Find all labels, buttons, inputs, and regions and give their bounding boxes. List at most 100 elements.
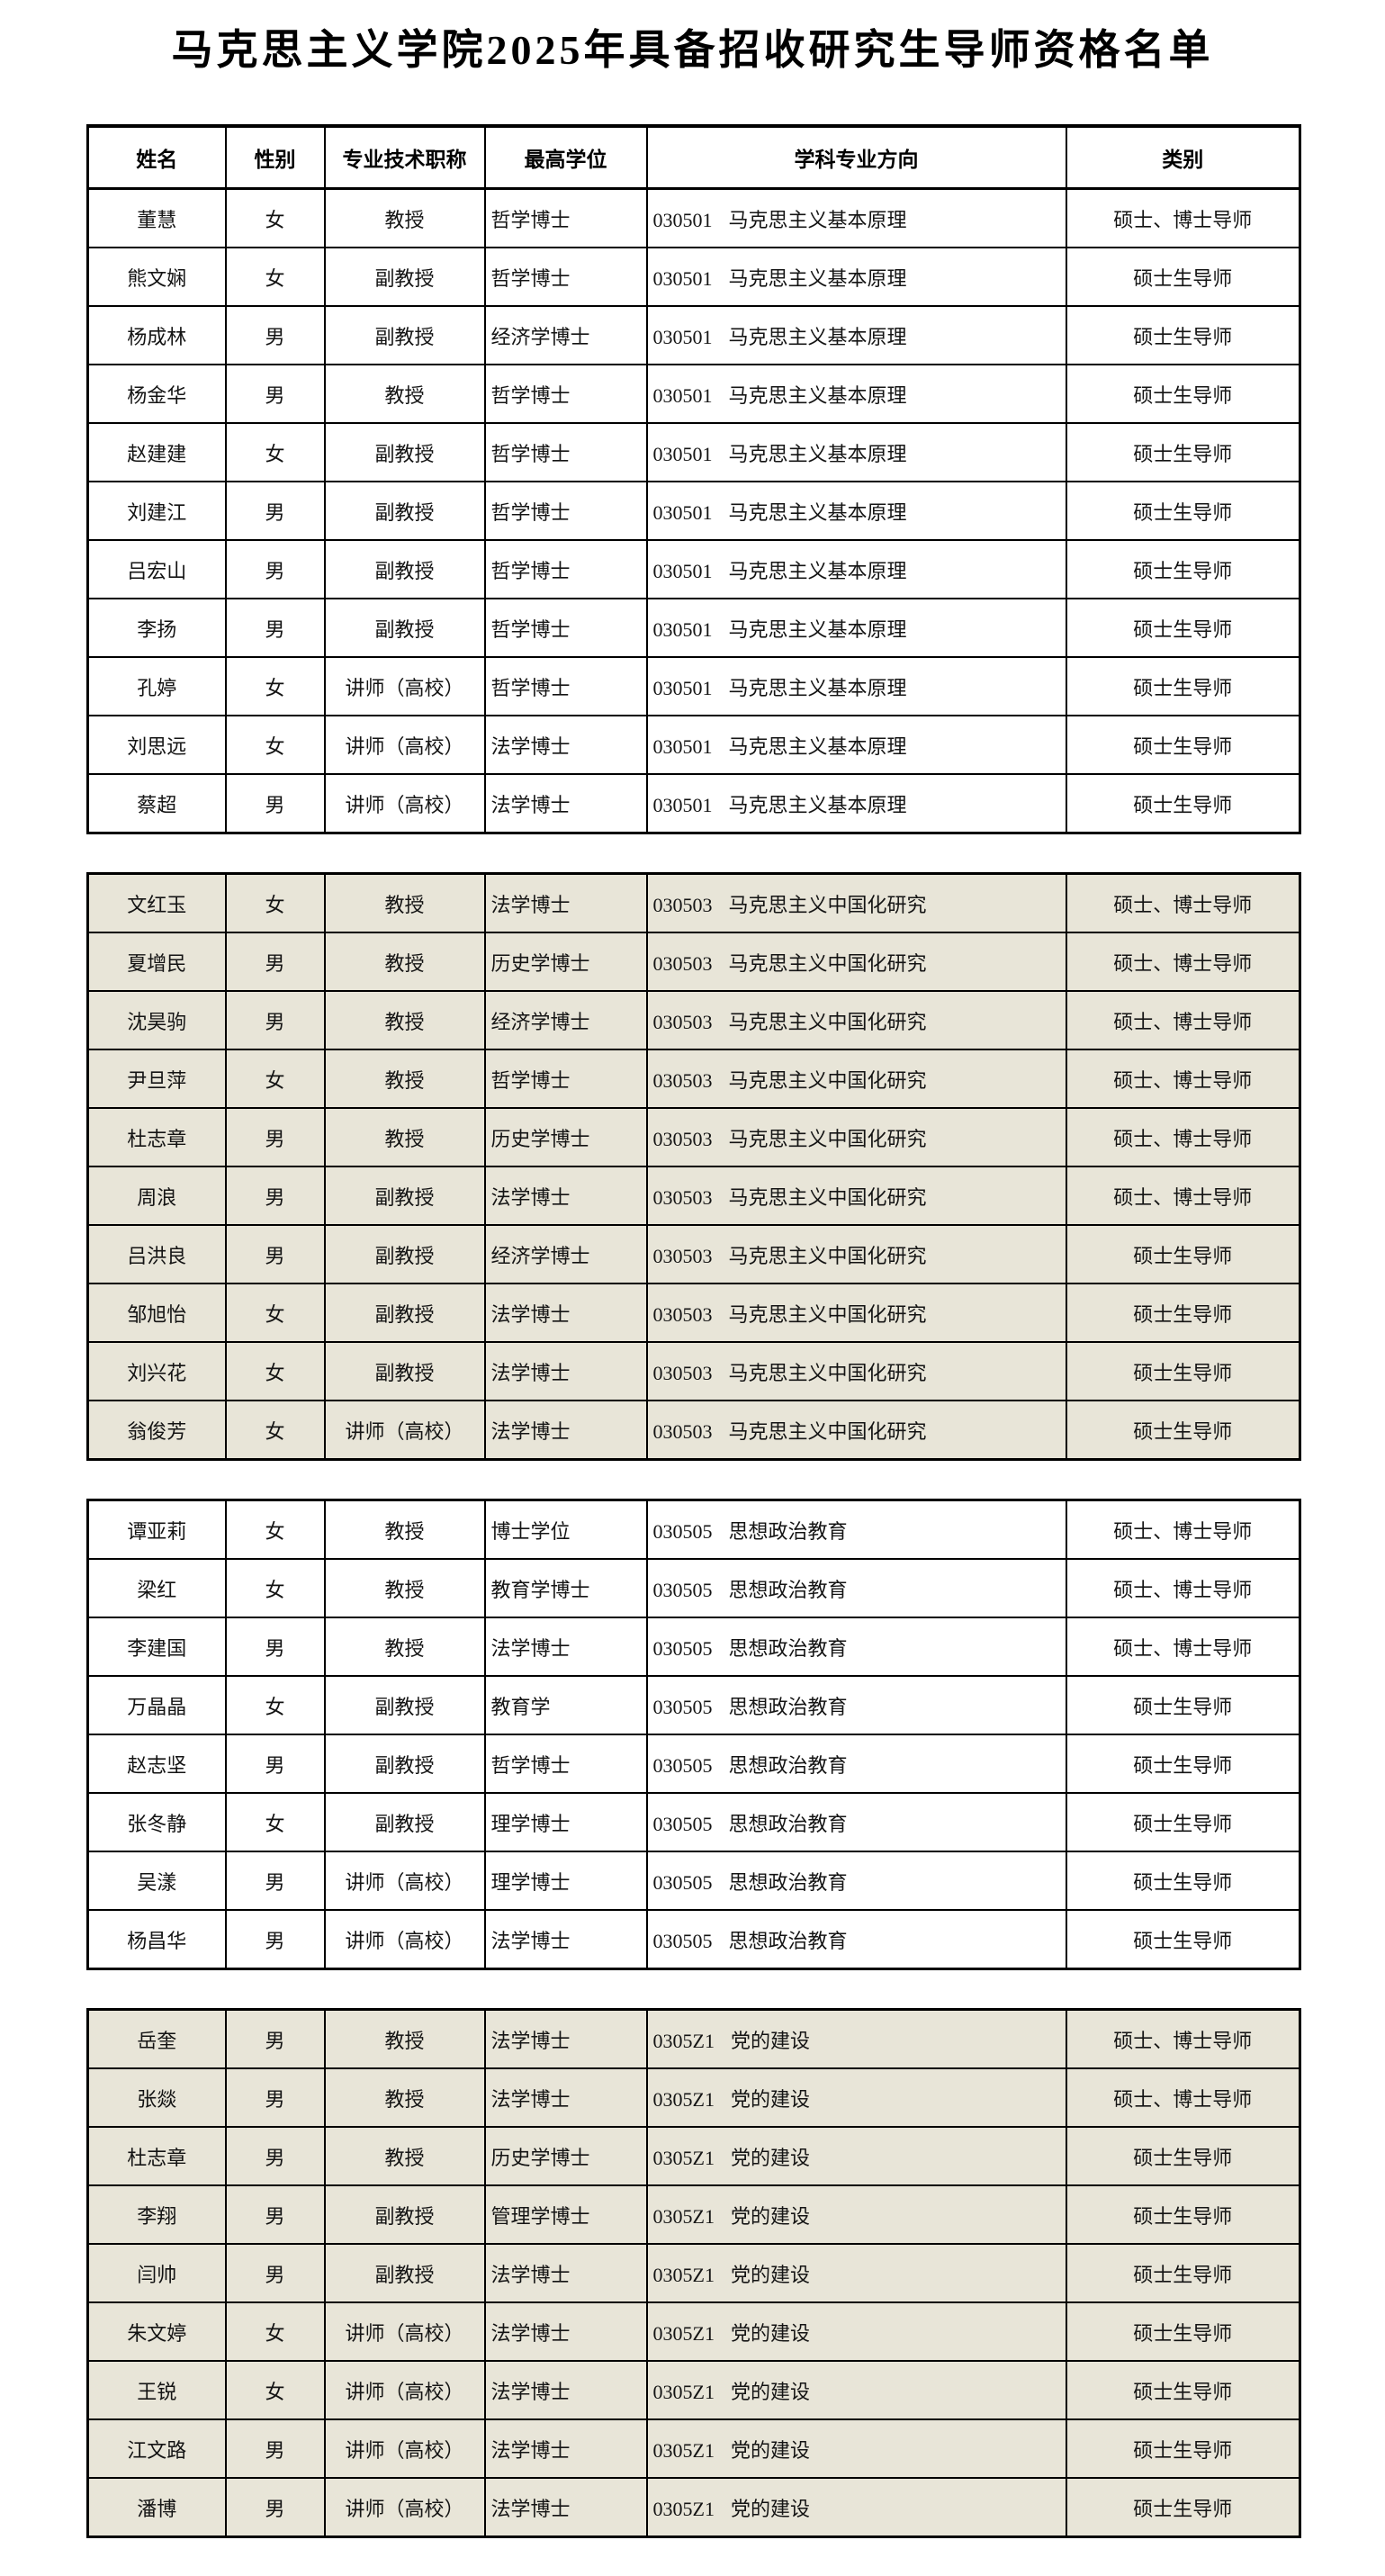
cell-major: 0305Z1 党的建设: [645, 2301, 1067, 2362]
table-row: 翁俊芳女讲师（高校） 法学博士 030503 马克思主义中国化研究 硕士生导师: [86, 1400, 1301, 1461]
cell-category: 硕士生导师: [1065, 247, 1301, 307]
column-header: 性别: [224, 125, 326, 190]
cell-degree: 教育学博士: [483, 1558, 648, 1618]
major-name: 党的建设: [730, 2380, 810, 2403]
major-name: 马克思主义中国化研究: [728, 951, 927, 975]
table-row: 王锐女讲师（高校） 法学博士 0305Z1 党的建设 硕士生导师: [86, 2360, 1301, 2420]
table-row: 岳奎男教授 法学博士 0305Z1 党的建设 硕士、博士导师: [86, 2008, 1301, 2069]
major-code: 030505: [652, 1695, 713, 1718]
cell-category: 硕士生导师: [1065, 481, 1301, 541]
cell-category: 硕士生导师: [1065, 1341, 1301, 1401]
cell-major: 030503 马克思主义中国化研究: [645, 1283, 1067, 1343]
major-code: 030505: [652, 1929, 713, 1952]
supervisor-table-section-2: 文红玉女教授 法学博士 030503 马克思主义中国化研究 硕士、博士导师 夏增民男教授历…: [86, 872, 1301, 1461]
cell-gender: 男: [224, 773, 326, 834]
table-row: 闫帅男副教授 法学博士 0305Z1 党的建设 硕士生导师: [86, 2243, 1301, 2303]
cell-major: 030501 马克思主义基本原理: [645, 305, 1067, 365]
cell-name: 邹旭怡: [86, 1283, 227, 1343]
cell-major: 030505 思想政治教育: [645, 1734, 1067, 1794]
table-row: 赵建建女副教授 哲学博士 030501 马克思主义基本原理 硕士生导师: [86, 422, 1301, 482]
cell-degree: 历史学博士: [483, 932, 648, 992]
cell-gender: 男: [224, 481, 326, 541]
cell-major: 030505 思想政治教育: [645, 1499, 1067, 1560]
table-row: 谭亚莉女教授 博士学位 030505 思想政治教育 硕士、博士导师: [86, 1499, 1301, 1560]
major-code: 030501: [652, 325, 713, 348]
cell-degree: 历史学博士: [483, 1107, 648, 1167]
table-row: 张燚男教授 法学博士 0305Z1 党的建设 硕士、博士导师: [86, 2067, 1301, 2128]
cell-gender: 男: [224, 1851, 326, 1911]
cell-gender: 男: [224, 2067, 326, 2128]
major-name: 马克思主义基本原理: [728, 325, 907, 348]
cell-gender: 女: [224, 715, 326, 775]
cell-title: 讲师（高校）: [323, 1851, 486, 1911]
cell-gender: 女: [224, 247, 326, 307]
cell-name: 朱文婷: [86, 2301, 227, 2362]
cell-degree: 哲学博士: [483, 364, 648, 424]
cell-degree: 哲学博士: [483, 1734, 648, 1794]
cell-major: 030503 马克思主义中国化研究: [645, 990, 1067, 1050]
cell-degree: 管理学博士: [483, 2184, 648, 2245]
cell-title: 副教授: [323, 2184, 486, 2245]
cell-title: 教授: [323, 990, 486, 1050]
cell-degree: 法学博士: [483, 2067, 648, 2128]
cell-gender: 男: [224, 1617, 326, 1677]
cell-major: 030501 马克思主义基本原理: [645, 773, 1067, 834]
major-code: 0305Z1: [652, 2146, 715, 2169]
cell-category: 硕士生导师: [1065, 1792, 1301, 1852]
cell-gender: 男: [224, 1734, 326, 1794]
major-code: 0305Z1: [652, 2087, 715, 2111]
cell-major: 030501 马克思主义基本原理: [645, 187, 1067, 248]
major-name: 思想政治教育: [728, 1695, 848, 1718]
cell-degree: 经济学博士: [483, 305, 648, 365]
page-title: 马克思主义学院2025年具备招收研究生导师资格名单: [171, 27, 1214, 73]
major-code: 030503: [652, 1010, 713, 1033]
major-name: 思想政治教育: [728, 1578, 848, 1601]
table-row: 杨金华男教授 哲学博士 030501 马克思主义基本原理 硕士生导师: [86, 364, 1301, 424]
cell-name: 张冬静: [86, 1792, 227, 1852]
cell-title: 讲师（高校）: [323, 656, 486, 716]
cell-gender: 女: [224, 1049, 326, 1109]
cell-name: 周浪: [86, 1166, 227, 1226]
cell-name: 刘建江: [86, 481, 227, 541]
major-name: 马克思主义基本原理: [728, 793, 907, 816]
cell-degree: 哲学博士: [483, 247, 648, 307]
cell-name: 杨金华: [86, 364, 227, 424]
cell-category: 硕士、博士导师: [1065, 1617, 1301, 1677]
table-row: 邹旭怡女副教授 法学博士 030503 马克思主义中国化研究 硕士生导师: [86, 1283, 1301, 1343]
cell-title: 教授: [323, 364, 486, 424]
major-name: 思想政治教育: [728, 1519, 848, 1543]
major-code: 0305Z1: [652, 2263, 715, 2286]
cell-title: 教授: [323, 872, 486, 933]
cell-name: 万晶晶: [86, 1675, 227, 1735]
major-name: 马克思主义基本原理: [728, 676, 907, 699]
cell-category: 硕士生导师: [1065, 1851, 1301, 1911]
cell-name: 潘博: [86, 2477, 227, 2538]
major-code: 0305Z1: [652, 2204, 715, 2228]
cell-name: 江文路: [86, 2418, 227, 2479]
major-code: 030501: [652, 208, 713, 231]
cell-title: 副教授: [323, 539, 486, 599]
cell-title: 副教授: [323, 1792, 486, 1852]
cell-category: 硕士生导师: [1065, 422, 1301, 482]
cell-degree: 哲学博士: [483, 481, 648, 541]
major-code: 030501: [652, 734, 713, 758]
header-row: 姓名 性别 专业技术职称 最高学位 学科专业方向 类别: [86, 125, 1301, 190]
major-code: 030501: [652, 442, 713, 465]
cell-title: 教授: [323, 2008, 486, 2069]
major-name: 党的建设: [730, 2087, 810, 2111]
major-name: 党的建设: [730, 2029, 810, 2052]
table-row: 梁红女教授 教育学博士 030505 思想政治教育 硕士、博士导师: [86, 1558, 1301, 1618]
cell-name: 杨昌华: [86, 1909, 227, 1970]
major-code: 030501: [652, 500, 713, 524]
major-name: 思想政治教育: [728, 1636, 848, 1660]
cell-name: 李翔: [86, 2184, 227, 2245]
cell-title: 教授: [323, 2067, 486, 2128]
cell-name: 尹旦萍: [86, 1049, 227, 1109]
cell-degree: 哲学博士: [483, 539, 648, 599]
table-row: 吴漾男讲师（高校） 理学博士 030505 思想政治教育 硕士生导师: [86, 1851, 1301, 1911]
major-code: 0305Z1: [652, 2029, 715, 2052]
table-row: 杨昌华男讲师（高校） 法学博士 030505 思想政治教育 硕士生导师: [86, 1909, 1301, 1970]
major-code: 030501: [652, 676, 713, 699]
cell-name: 吴漾: [86, 1851, 227, 1911]
